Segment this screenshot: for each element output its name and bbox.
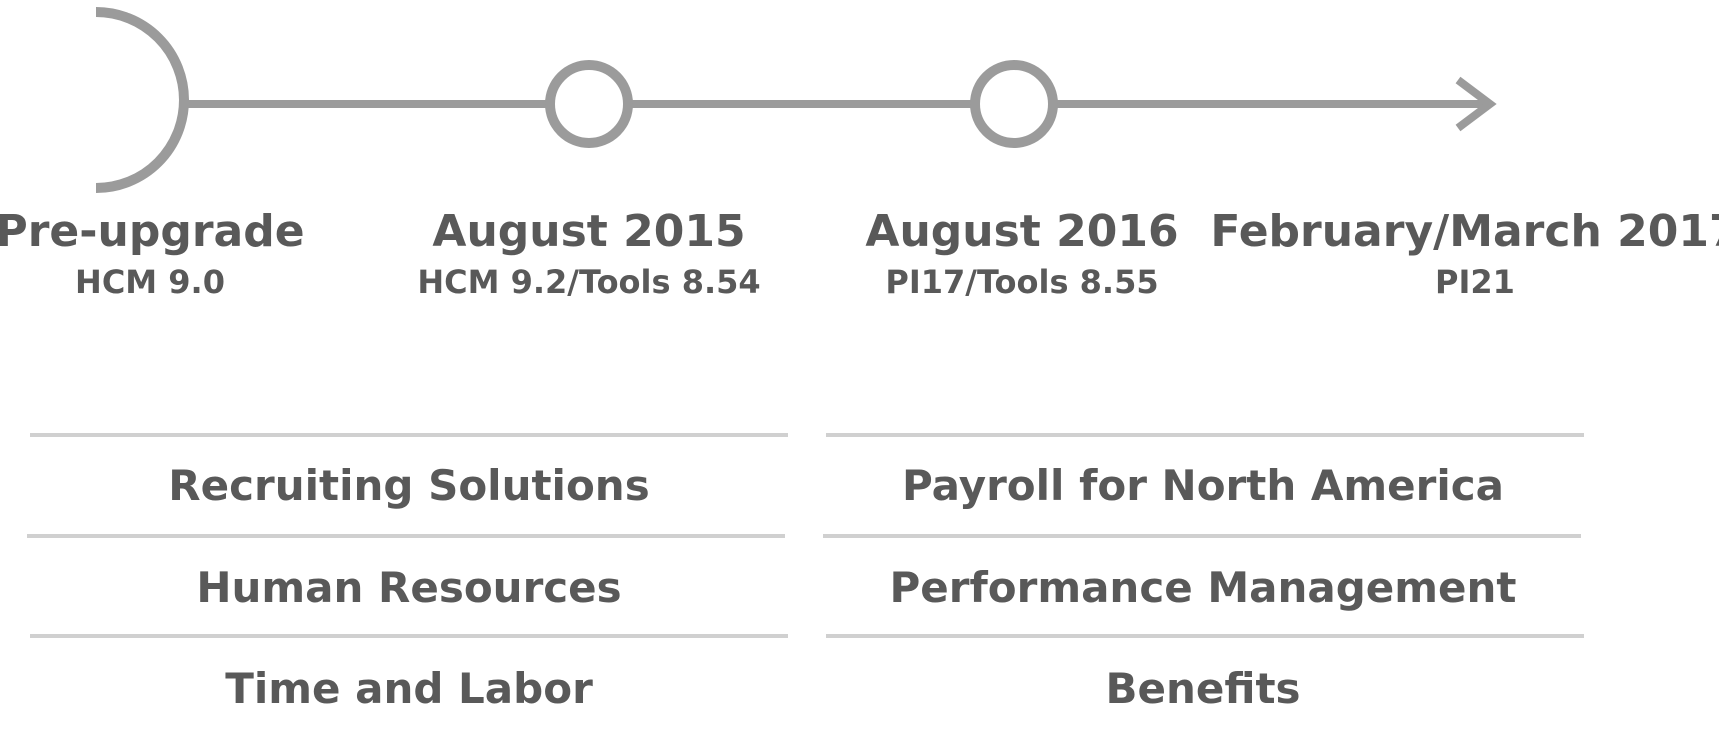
module-label: Recruiting Solutions (168, 461, 649, 510)
module-label: Human Resources (196, 563, 621, 612)
modules: Recruiting Solutions Human Resources Time … (168, 461, 1516, 713)
milestone-title: August 2016 (865, 206, 1178, 257)
milestone-circle (970, 60, 1058, 148)
module-label: Benefits (1105, 664, 1300, 713)
milestone-subtitle: PI21 (1435, 263, 1515, 301)
milestones: Pre-upgrade HCM 9.0 August 2015 HCM 9.2/Too… (0, 206, 1719, 301)
arrow-head (1455, 76, 1497, 132)
start-arc (95, 7, 189, 193)
module-label: Payroll for North America (902, 461, 1504, 510)
milestone-subtitle: PI17/Tools 8.55 (885, 263, 1158, 301)
milestone-title: February/March 2017 (1210, 206, 1719, 257)
milestone-title: August 2015 (432, 206, 745, 257)
module-label: Performance Management (890, 563, 1517, 612)
milestone-circle (545, 60, 633, 148)
milestone-title: Pre-upgrade (0, 206, 305, 257)
module-label: Time and Labor (225, 664, 593, 713)
milestone-subtitle: HCM 9.2/Tools 8.54 (417, 263, 760, 301)
dividers (27, 433, 1584, 638)
milestone-subtitle: HCM 9.0 (75, 263, 225, 301)
